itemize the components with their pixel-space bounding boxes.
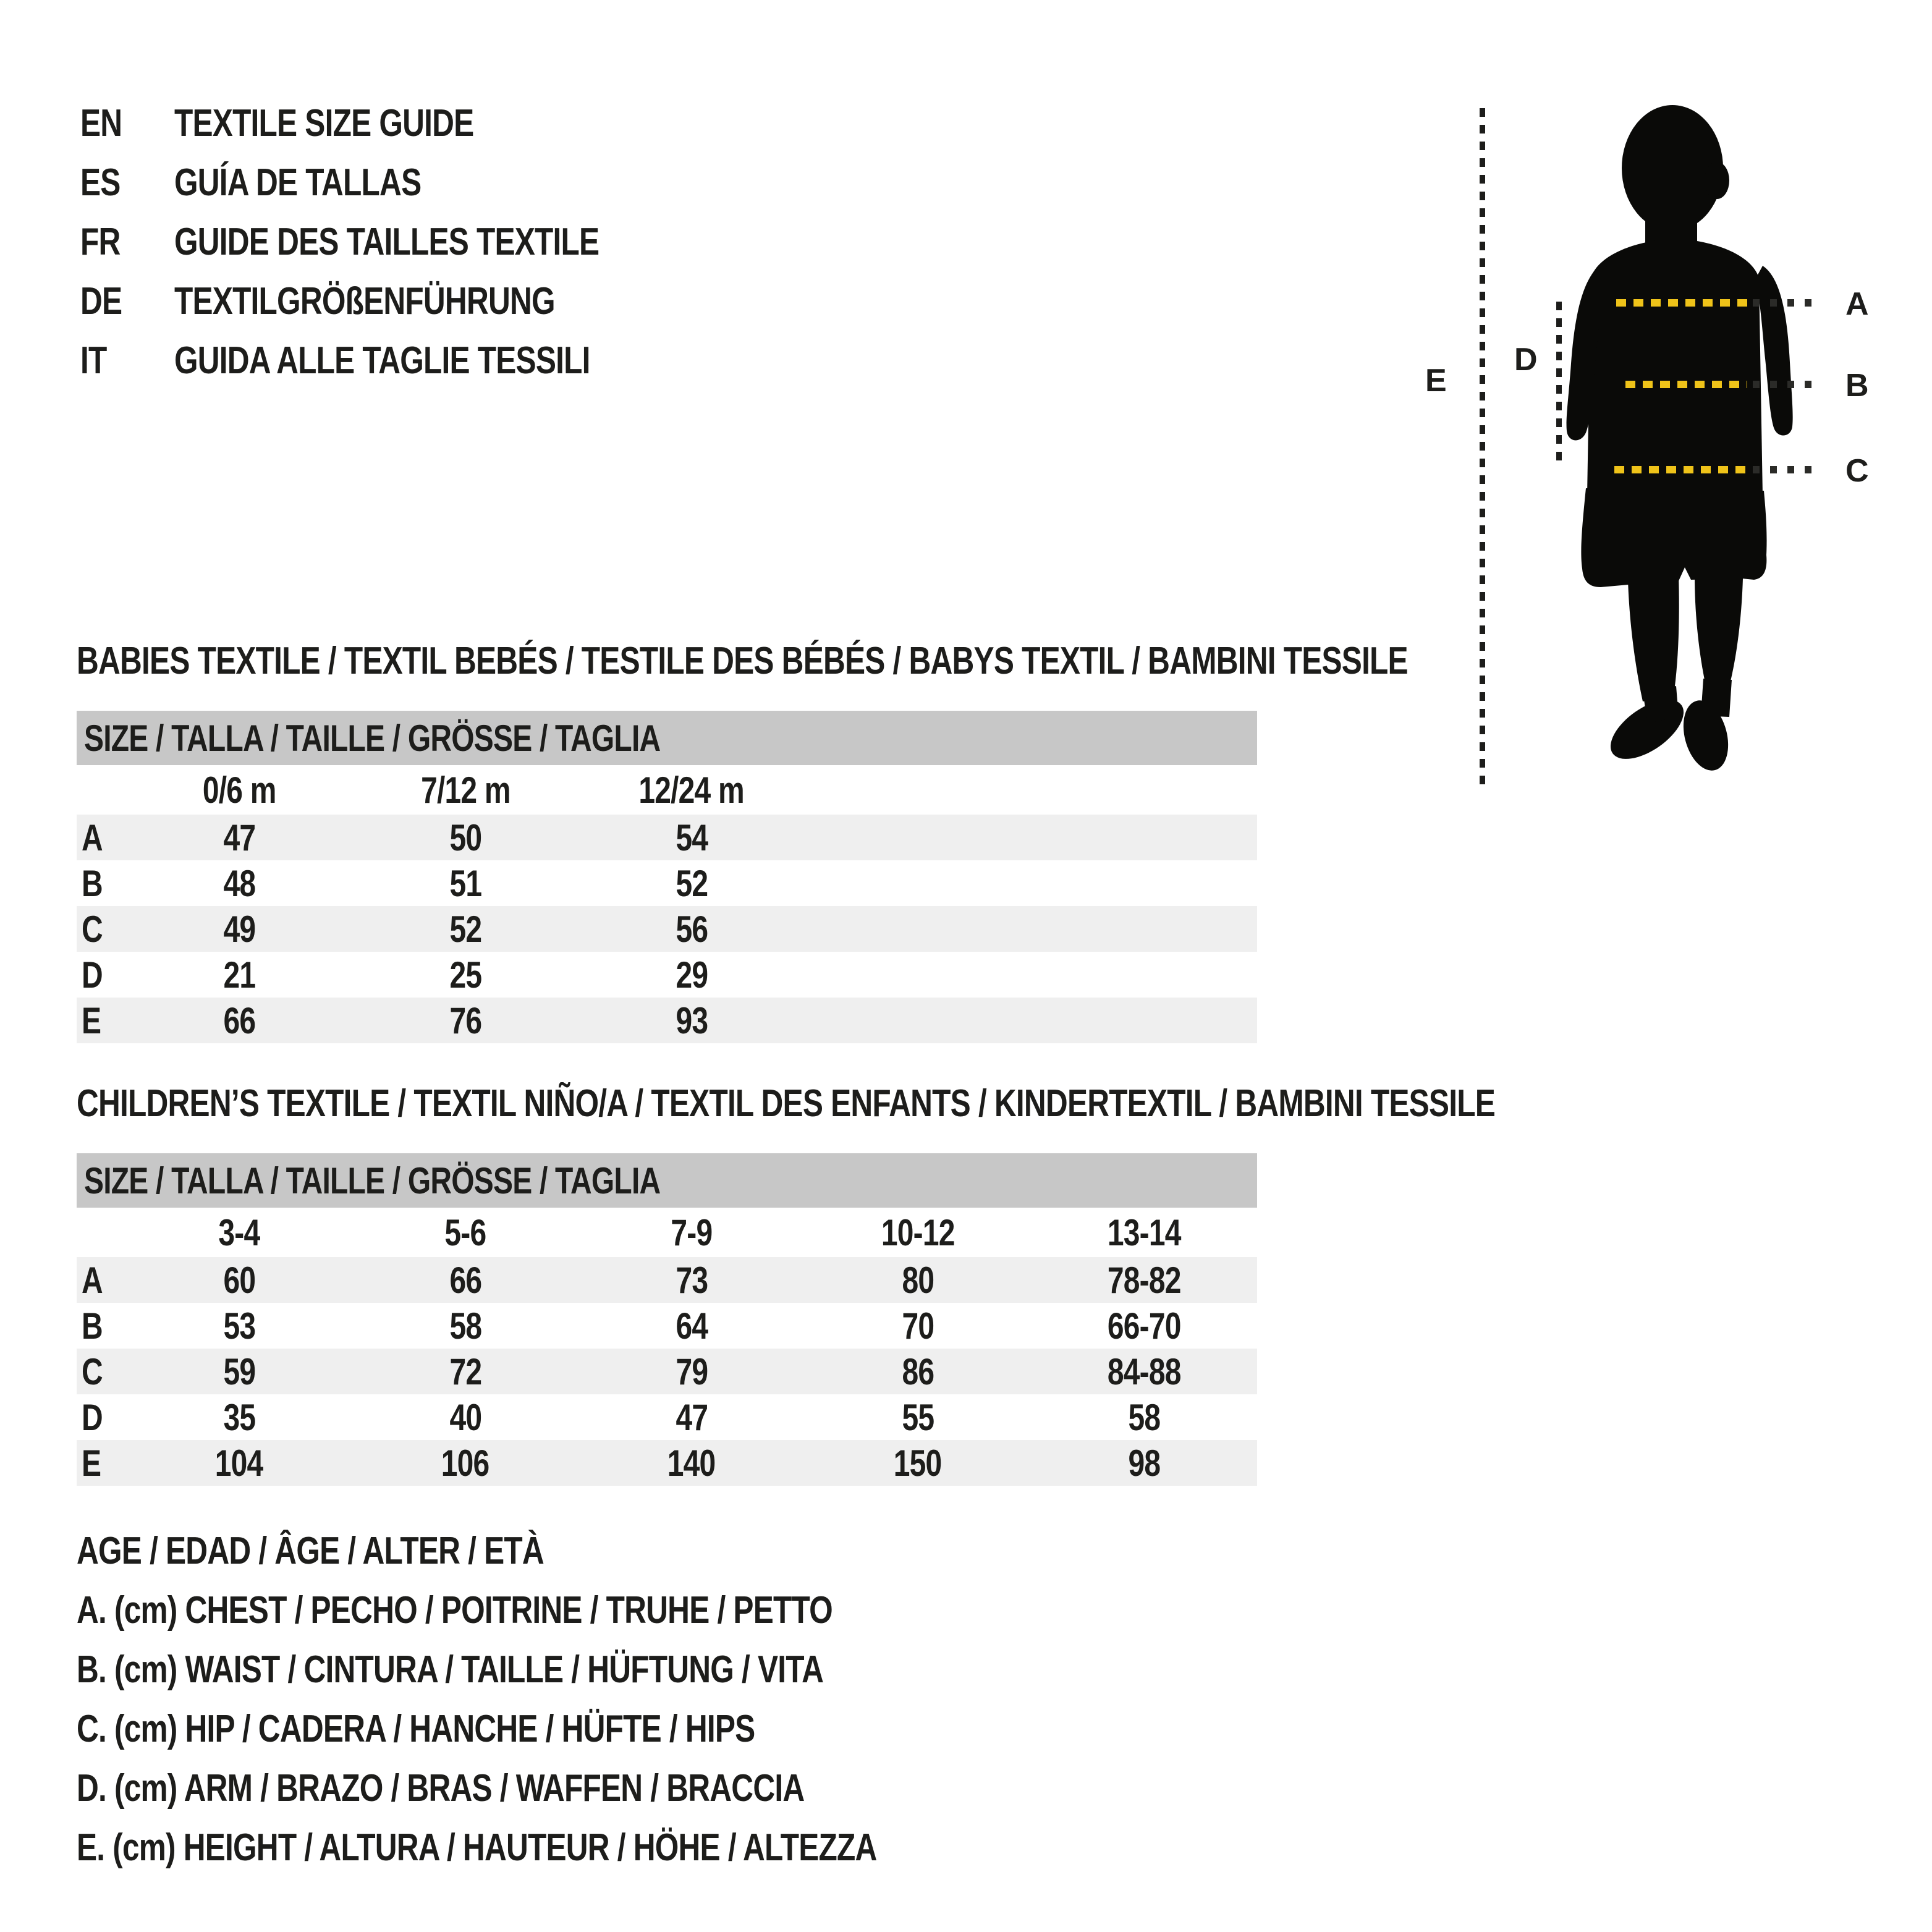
lang-title-es: GUÍA DE TALLAS xyxy=(174,161,422,204)
hip-leader-dots xyxy=(1753,466,1821,473)
lang-row-en: EN TEXTILE SIZE GUIDE xyxy=(80,94,705,153)
lang-row-es: ES GUÍA DE TALLAS xyxy=(80,153,705,213)
lang-title-de: TEXTILGRÖßENFÜHRUNG xyxy=(174,280,556,323)
lang-title-fr: GUIDE DES TAILLES TEXTILE xyxy=(174,221,600,263)
figure-label-chest: A xyxy=(1845,286,1869,322)
children-column-header-row: 3-4 5-6 7-9 10-12 13-14 xyxy=(77,1208,1257,1257)
legend-age: AGE / EDAD / ÂGE / ALTER / ETÀ xyxy=(77,1530,544,1572)
lang-code-en: EN xyxy=(80,102,122,145)
children-section-title: CHILDREN’S TEXTILE / TEXTIL NIÑO/A / TEX… xyxy=(77,1082,1496,1125)
lang-code-fr: FR xyxy=(80,221,121,263)
figure-label-height: E xyxy=(1425,363,1447,399)
lang-title-it: GUIDA ALLE TAGLIE TESSILI xyxy=(174,339,590,382)
lang-code-es: ES xyxy=(80,161,121,204)
legend-arm: D. (cm) ARM / BRAZO / BRAS / WAFFEN / BR… xyxy=(77,1767,805,1810)
child-silhouette-icon xyxy=(1566,105,1793,771)
babies-column-header-row: 0/6 m 7/12 m 12/24 m xyxy=(77,765,1257,815)
children-col-5-6: 5-6 xyxy=(444,1211,487,1253)
language-title-list: EN TEXTILE SIZE GUIDE ES GUÍA DE TALLAS … xyxy=(80,94,705,391)
lang-row-it: IT GUIDA ALLE TAGLIE TESSILI xyxy=(80,331,705,391)
babies-col-0-6m: 0/6 m xyxy=(202,769,277,811)
table-row: E 104 106 140 150 98 xyxy=(77,1440,1257,1486)
children-col-3-4: 3-4 xyxy=(218,1211,261,1253)
table-row: B 48 51 52 xyxy=(82,862,708,904)
babies-size-header-bar: SIZE / TALLA / TAILLE / GRÖSSE / TAGLIA xyxy=(77,711,1257,765)
figure-label-waist: B xyxy=(1845,368,1869,404)
children-col-13-14: 13-14 xyxy=(1107,1211,1182,1253)
children-size-table: SIZE / TALLA / TAILLE / GRÖSSE / TAGLIA … xyxy=(77,1153,1257,1486)
legend-height: E. (cm) HEIGHT / ALTURA / HAUTEUR / HÖHE… xyxy=(77,1826,877,1869)
children-size-header-bar: SIZE / TALLA / TAILLE / GRÖSSE / TAGLIA xyxy=(77,1153,1257,1208)
figure-label-arm: D xyxy=(1514,342,1538,378)
chest-leader-dots xyxy=(1753,299,1821,307)
table-row: C 49 52 56 xyxy=(77,906,1257,952)
babies-col-7-12m: 7/12 m xyxy=(420,769,511,811)
measurement-legend: AGE / EDAD / ÂGE / ALTER / ETÀ A. (cm) C… xyxy=(77,1522,1077,1878)
babies-col-12-24m: 12/24 m xyxy=(638,769,745,811)
legend-hip: C. (cm) HIP / CADERA / HANCHE / HÜFTE / … xyxy=(77,1708,755,1750)
table-row: A 47 50 54 xyxy=(77,815,1257,860)
lang-code-it: IT xyxy=(80,339,107,382)
chest-measure-line-yellow xyxy=(1616,299,1747,307)
height-measure-line xyxy=(1480,108,1485,791)
table-row: A 60 66 73 80 78-82 xyxy=(77,1257,1257,1303)
waist-leader-dots xyxy=(1753,381,1821,388)
table-row: C 59 72 79 86 84-88 xyxy=(77,1349,1257,1394)
waist-measure-line-yellow xyxy=(1625,381,1747,388)
legend-waist: B. (cm) WAIST / CINTURA / TAILLE / HÜFTU… xyxy=(77,1648,824,1691)
lang-title-en: TEXTILE SIZE GUIDE xyxy=(174,102,474,145)
babies-section-title: BABIES TEXTILE / TEXTIL BEBÉS / TESTILE … xyxy=(77,640,1409,682)
children-col-10-12: 10-12 xyxy=(881,1211,955,1253)
lang-row-de: DE TEXTILGRÖßENFÜHRUNG xyxy=(80,272,705,331)
hip-measure-line-yellow xyxy=(1614,466,1747,473)
table-row: D 35 40 47 55 58 xyxy=(82,1396,1161,1438)
figure-label-hip: C xyxy=(1845,453,1869,489)
table-row: E 66 76 93 xyxy=(77,998,1257,1043)
arm-measure-line xyxy=(1556,302,1562,467)
lang-code-de: DE xyxy=(80,280,122,323)
legend-chest: A. (cm) CHEST / PECHO / POITRINE / TRUHE… xyxy=(77,1589,833,1632)
table-row: D 21 25 29 xyxy=(82,954,708,996)
babies-size-table: SIZE / TALLA / TAILLE / GRÖSSE / TAGLIA … xyxy=(77,711,1257,1043)
table-row: B 53 58 64 70 66-70 xyxy=(82,1305,1181,1347)
lang-row-fr: FR GUIDE DES TAILLES TEXTILE xyxy=(80,213,705,272)
children-col-7-9: 7-9 xyxy=(671,1211,713,1253)
